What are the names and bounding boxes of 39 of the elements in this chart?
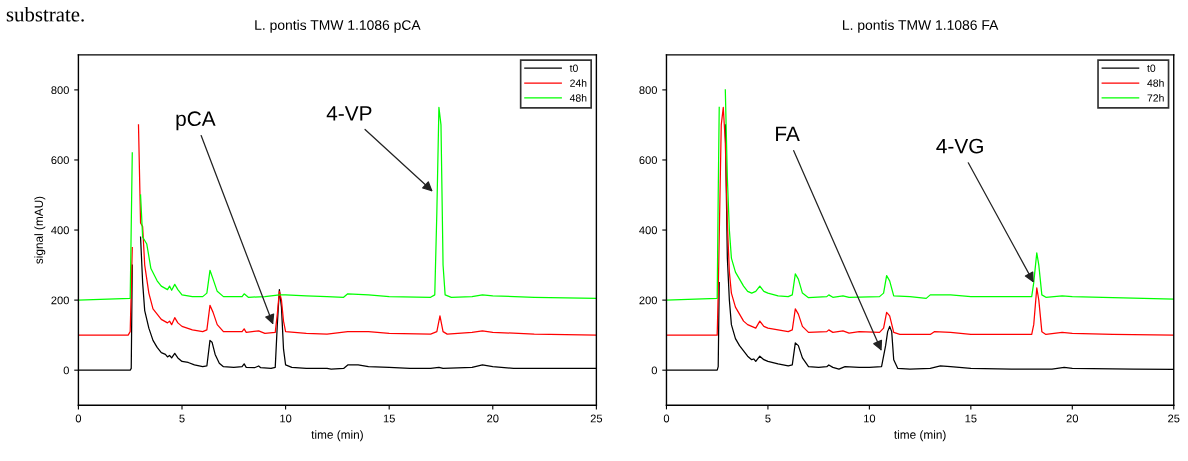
- legend-label: 72h: [1147, 94, 1164, 102]
- annotation: FA: [776, 126, 800, 142]
- x-tick-label: 15: [383, 414, 395, 423]
- x-axis-title: time (min): [311, 430, 363, 442]
- x-tick-label: 25: [590, 414, 603, 423]
- line-series: [666, 106, 1174, 336]
- x-tick-label: 10: [864, 414, 876, 423]
- y-tick-label: 800: [639, 86, 658, 95]
- x-tick-label: 0: [75, 414, 82, 423]
- legend-label: t0: [1147, 64, 1156, 72]
- y-tick-label: 200: [51, 296, 69, 305]
- x-tick-label: 10: [280, 414, 292, 423]
- y-tick-label: 400: [51, 226, 69, 235]
- chart-title: L. pontis TMW 1.1086 FA: [843, 19, 999, 33]
- y-tick-label: 600: [639, 156, 658, 165]
- annotation: 4-VP: [326, 106, 372, 121]
- y-tick-label: 800: [51, 86, 69, 95]
- legend-label: 48h: [1147, 79, 1164, 87]
- y-tick-label: 400: [639, 226, 658, 235]
- y-tick-label: 0: [63, 366, 69, 375]
- legend-label: 24h: [570, 79, 587, 87]
- y-axis-title: signal (mAU): [34, 196, 46, 264]
- x-tick-label: 15: [965, 414, 977, 423]
- x-tick-label: 25: [1168, 414, 1180, 423]
- legend-label: 48h: [569, 94, 587, 102]
- text: substrate.: [6, 6, 84, 22]
- y-tick-label: 0: [651, 366, 658, 375]
- y-tick-label: 600: [51, 156, 69, 165]
- x-tick-label: 20: [487, 414, 499, 423]
- legend-label: t0: [569, 64, 578, 72]
- chart-title: L. pontis TMW 1.1086 pCA: [255, 19, 421, 33]
- annotation: pCA: [176, 111, 216, 131]
- annotation: 4-VG: [936, 138, 983, 154]
- x-axis-title: time (min): [894, 430, 946, 442]
- y-tick-label: 200: [639, 296, 658, 305]
- x-tick-label: 20: [1066, 414, 1079, 423]
- x-tick-label: 5: [179, 414, 185, 423]
- x-tick-label: 0: [663, 414, 670, 423]
- x-tick-label: 5: [765, 414, 771, 423]
